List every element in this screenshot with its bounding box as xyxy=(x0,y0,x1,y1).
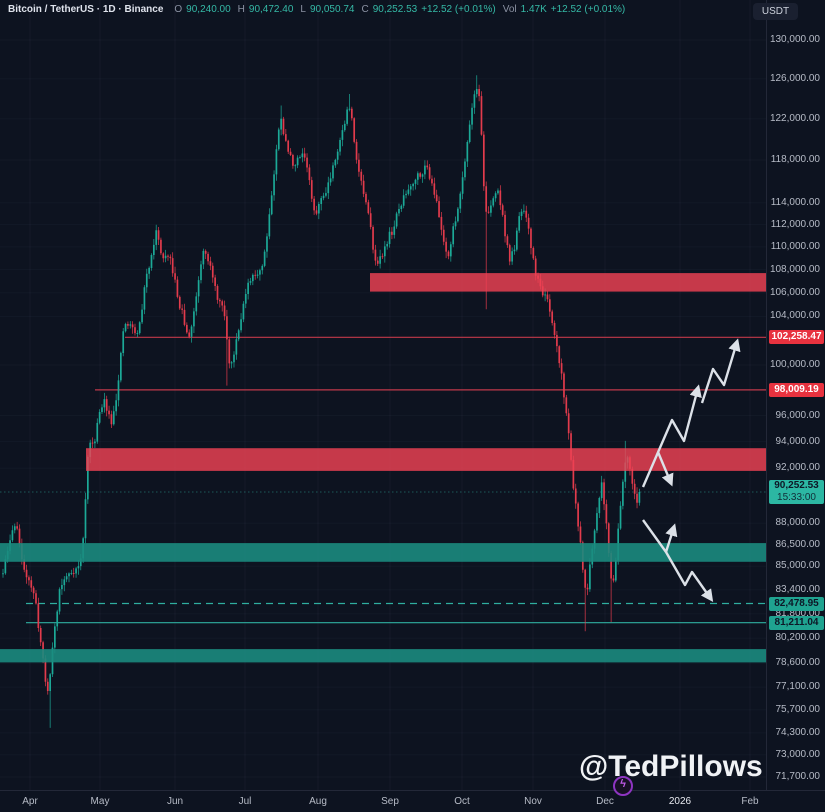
price-tick: 118,000.00 xyxy=(770,153,820,165)
close-label: C xyxy=(361,4,369,15)
price-tick: 110,000.00 xyxy=(770,240,820,252)
time-tick-may: May xyxy=(90,796,110,807)
price-tick: 100,000.00 xyxy=(769,358,820,370)
bullish-pullback-arrow[interactable] xyxy=(656,451,674,487)
change-value: +12.52 (+0.01%) xyxy=(421,4,496,15)
volume-change-value: +12.52 (+0.01%) xyxy=(550,4,626,15)
price-tag-98009: 98,009.19 xyxy=(769,382,824,397)
time-tick-apr: Apr xyxy=(22,796,38,807)
countdown-timer: 15:33:00 xyxy=(777,491,816,503)
price-tick: 92,000.00 xyxy=(775,462,821,474)
price-tick: 94,000.00 xyxy=(775,435,821,447)
bullish-scenario-arrow-1[interactable] xyxy=(641,384,702,488)
currency-toggle-button[interactable]: USDT xyxy=(753,3,798,20)
symbol-info-bar: Bitcoin / TetherUS · 1D · Binance O 90,2… xyxy=(8,4,625,15)
support-zone-upper[interactable] xyxy=(0,543,766,562)
price-tick: 83,400.00 xyxy=(775,583,821,595)
open-label: O xyxy=(174,4,183,15)
watermark-handle: @TedPillows xyxy=(579,750,763,783)
price-tick: 75,700.00 xyxy=(775,703,821,715)
price-tick: 108,000.00 xyxy=(769,263,820,275)
time-tick-jul: Jul xyxy=(238,796,252,807)
price-tick: 85,000.00 xyxy=(775,560,821,572)
high-label: H xyxy=(237,4,245,15)
price-tag-81211: 81,211.04 xyxy=(769,615,824,630)
price-tag-102258: 102,258.47 xyxy=(769,330,824,345)
lightning-icon: ϟ xyxy=(613,776,633,796)
bullish-scenario-arrow-2[interactable] xyxy=(700,338,741,404)
candlestick-series xyxy=(2,75,641,728)
bearish-bounce-arrow[interactable] xyxy=(664,523,678,553)
price-tick: 88,000.00 xyxy=(775,517,821,529)
up-candle-wicks xyxy=(2,75,640,728)
price-tick: 104,000.00 xyxy=(769,310,820,322)
time-tick-dec: Dec xyxy=(596,796,614,807)
time-tick-nov: Nov xyxy=(524,796,542,807)
price-tick: 77,100.00 xyxy=(775,681,821,693)
open-value: 90,240.00 xyxy=(186,4,231,15)
price-tick: 122,000.00 xyxy=(769,112,820,124)
price-tick: 106,000.00 xyxy=(769,286,820,298)
time-tick-2026: 2026 xyxy=(668,796,692,807)
time-tick-sep: Sep xyxy=(381,796,399,807)
price-tick: 130,000.00 xyxy=(769,34,820,45)
low-label: L xyxy=(300,4,306,15)
price-tick: 78,600.00 xyxy=(775,657,821,669)
resistance-zone-mid[interactable] xyxy=(86,448,766,471)
time-tick-jun: Jun xyxy=(166,796,184,807)
close-value: 90,252.53 xyxy=(372,4,418,15)
time-tick-oct: Oct xyxy=(454,796,470,807)
grid-lines xyxy=(0,0,766,790)
price-tag-90253: 90,252.53 15:33:00 xyxy=(769,479,824,504)
price-tick: 80,200.00 xyxy=(775,632,821,644)
low-value: 90,050.74 xyxy=(309,4,355,15)
price-tick: 71,700.00 xyxy=(775,771,821,782)
price-tag-82479: 82,478.95 xyxy=(769,596,824,611)
price-tick: 112,000.00 xyxy=(770,218,820,230)
symbol-title[interactable]: Bitcoin / TetherUS · 1D · Binance xyxy=(8,4,164,15)
price-tick: 74,300.00 xyxy=(775,726,821,738)
bearish-scenario-arrow[interactable] xyxy=(642,519,714,603)
price-tick: 81,800.00 xyxy=(775,607,821,619)
price-tick: 73,000.00 xyxy=(775,748,821,760)
chart-canvas[interactable] xyxy=(0,0,766,790)
price-tick: 114,000.00 xyxy=(770,196,820,208)
time-axis[interactable]: Apr May Jun Jul Aug Sep Oct Nov Dec 2026 Feb xyxy=(0,790,825,812)
time-tick-aug: Aug xyxy=(309,796,327,807)
time-tick-feb: Feb xyxy=(741,796,759,807)
price-axis[interactable]: 130,000.00 126,000.00 122,000.00 118,000.00… xyxy=(766,0,825,790)
resistance-zone-upper[interactable] xyxy=(370,273,766,292)
high-value: 90,472.40 xyxy=(248,4,294,15)
support-zone-lower[interactable] xyxy=(0,649,766,663)
volume-label: Vol xyxy=(502,4,517,15)
price-tick: 96,000.00 xyxy=(775,409,821,421)
price-tick: 86,500.00 xyxy=(775,538,821,550)
price-tick: 126,000.00 xyxy=(769,72,820,84)
volume-value: 1.47K xyxy=(520,4,547,15)
